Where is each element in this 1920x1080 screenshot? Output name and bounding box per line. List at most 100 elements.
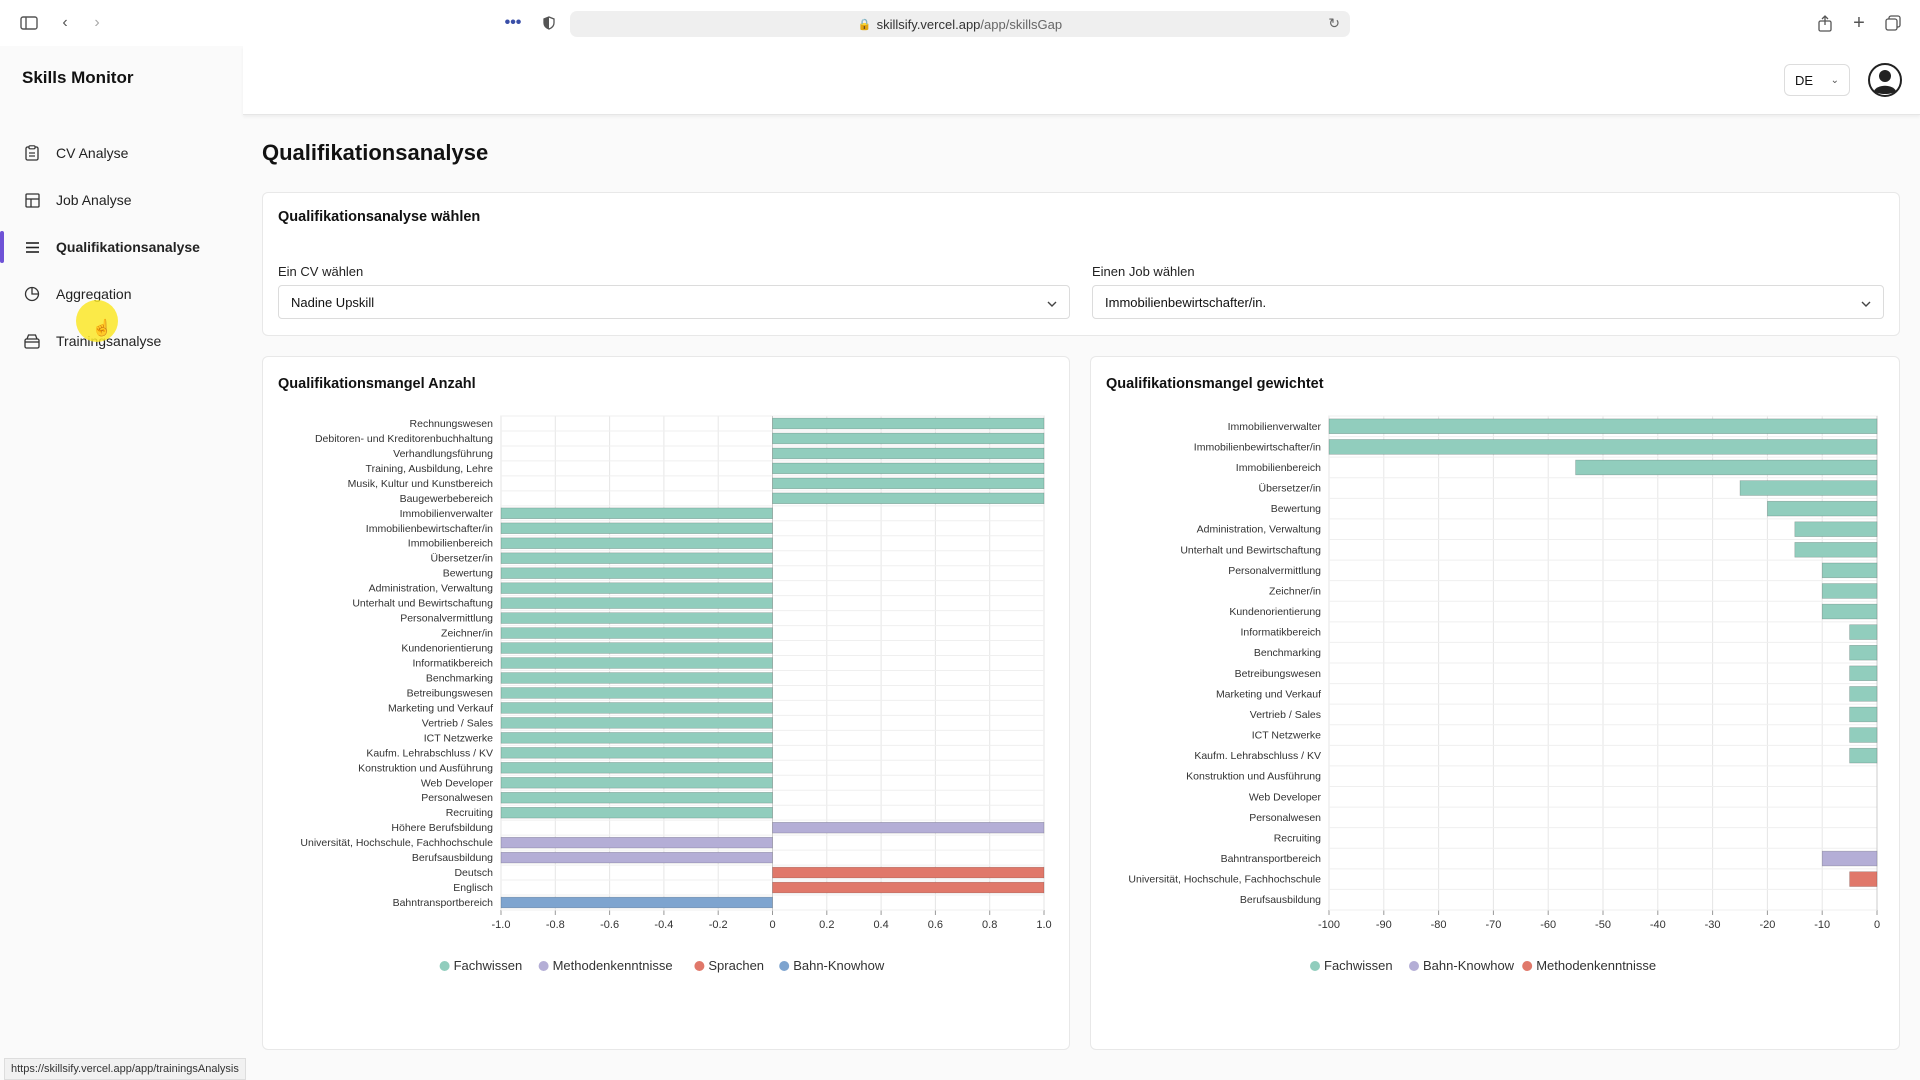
- y-tick-label-berufsausbildung: Berufsausbildung: [1240, 894, 1321, 906]
- y-tick-label-deutsch: Deutsch: [454, 867, 493, 879]
- y-tick-label-konstruktion-und-ausführung: Konstruktion und Ausführung: [358, 762, 493, 774]
- y-tick-label-immobilienbewirtschafter-in: Immobilienbewirtschafter/in: [366, 523, 493, 535]
- y-tick-label-musik-kultur-und-kunstbereich: Musik, Kultur und Kunstbereich: [348, 478, 493, 490]
- legend-marker-bahn-knowhow: [1409, 961, 1419, 971]
- bar-informatikbereich: [500, 657, 773, 669]
- legend-entry-sprachen: Sprachen: [708, 958, 764, 973]
- x-tick-label: -0.4: [654, 919, 673, 931]
- x-tick-label: 1.0: [1036, 919, 1051, 931]
- bar-informatikbereich: [1849, 624, 1878, 640]
- share-icon[interactable]: [1814, 12, 1836, 34]
- layout-icon: [23, 191, 41, 209]
- y-tick-label-rechnungswesen: Rechnungswesen: [410, 418, 494, 430]
- x-tick-label: -1.0: [492, 919, 511, 931]
- chart-anzahl: -1.0 -0.8 -0.6 -0.4 -0.2 0 0.2 0.4 0.6 0.8 1.0 Rech…: [300, 415, 1052, 973]
- y-tick-label-bewertung: Bewertung: [443, 568, 493, 580]
- bar-rechnungswesen: [772, 417, 1045, 430]
- bar-ict-netzwerke: [1849, 727, 1878, 743]
- y-tick-label-übersetzer-in: Übersetzer/in: [431, 553, 494, 565]
- selection-card-title: Qualifikationsanalyse wählen: [278, 209, 481, 225]
- sidebar-item-aggregation[interactable]: Aggregation: [0, 274, 243, 314]
- language-select[interactable]: DE ⌄: [1784, 64, 1850, 96]
- x-tick-label: 0: [1874, 919, 1880, 931]
- url-path: /app/skillsGap: [980, 16, 1063, 32]
- y-tick-label-training-ausbildung-lehre: Training, Ausbildung, Lehre: [366, 463, 494, 475]
- bar-bewertung: [1767, 500, 1878, 517]
- y-tick-label-englisch: Englisch: [453, 882, 493, 894]
- sidebar-item-trainingsanalyse[interactable]: Trainingsanalyse: [0, 321, 243, 361]
- bar-immobilienbewirtschafter-in: [500, 522, 773, 534]
- x-tick-label: -40: [1650, 919, 1666, 931]
- legend-marker-sprachen: [694, 961, 705, 971]
- y-tick-label-benchmarking: Benchmarking: [426, 672, 493, 684]
- chart-legend: Fachwissen Bahn-Knowhow Methodenkenntnisse: [1310, 958, 1656, 973]
- legend-entry-methodenkenntnisse: Methodenkenntnisse: [1536, 958, 1656, 973]
- x-tick-label: -70: [1485, 919, 1501, 931]
- y-tick-label-universität-hochschule-fachhochschule: Universität, Hochschule, Fachhochschule: [1128, 874, 1321, 886]
- bar-immobilienverwalter: [500, 507, 773, 519]
- legend-marker-methodenkenntnisse: [1522, 961, 1533, 971]
- bar-immobilienverwalter: [1328, 418, 1878, 435]
- sidebar-item-job-analyse[interactable]: Job Analyse: [0, 180, 243, 220]
- bar-personalvermittlung: [500, 612, 773, 624]
- pointer-hand-icon: ☝: [92, 320, 112, 337]
- extensions-icon[interactable]: •••: [504, 14, 522, 31]
- back-icon[interactable]: ‹: [62, 14, 68, 31]
- bar-unterhalt-und-bewirtschaftung: [1794, 542, 1878, 558]
- y-tick-label-unterhalt-und-bewirtschaftung: Unterhalt und Bewirtschaftung: [1180, 544, 1321, 556]
- x-tick-label: 0.6: [928, 919, 943, 931]
- sidebar-item-label: Qualifikationsanalyse: [56, 239, 200, 255]
- x-tick-label: -20: [1759, 919, 1775, 931]
- chart-gewichtet: -100 -90 -80 -70 -60 -50 -40 -30 -20 -10 0Immobili…: [1128, 415, 1880, 973]
- y-tick-label-ict-netzwerke: ICT Netzwerke: [1252, 730, 1321, 742]
- x-tick-label: -80: [1431, 919, 1447, 931]
- x-tick-label: -50: [1595, 919, 1611, 931]
- bar-bahntransportbereich: [500, 896, 773, 909]
- bar-konstruktion-und-ausführung: [500, 762, 773, 774]
- chevron-down-icon: [1047, 295, 1057, 310]
- sidebar-toggle-icon[interactable]: [18, 12, 40, 34]
- avatar[interactable]: [1868, 63, 1902, 97]
- x-tick-label: 0.2: [819, 919, 834, 931]
- chart-legend: Fachwissen Methodenkenntnisse Sprachen Bahn…: [439, 958, 885, 973]
- bar-immobilienbereich: [1575, 459, 1878, 476]
- bar-berufsausbildung: [500, 851, 773, 864]
- bar-marketing-und-verkauf: [500, 702, 773, 714]
- sidebar: Skills Monitor CV Analyse Job Analyse Qu…: [0, 46, 243, 1080]
- y-tick-label-immobilienverwalter: Immobilienverwalter: [400, 508, 494, 520]
- bar-bewertung: [500, 567, 773, 579]
- legend-marker-bahn-knowhow: [779, 961, 790, 971]
- y-tick-label-zeichner-in: Zeichner/in: [1269, 585, 1321, 597]
- legend-marker-methodenkenntnisse: [538, 961, 549, 971]
- y-tick-label-personalwesen: Personalwesen: [421, 792, 493, 804]
- y-tick-label-administration-verwaltung: Administration, Verwaltung: [1197, 524, 1321, 536]
- y-tick-label-kundenorientierung: Kundenorientierung: [1229, 606, 1321, 618]
- new-tab-icon[interactable]: +: [1853, 11, 1865, 34]
- box-icon: [23, 332, 41, 350]
- privacy-shield-icon[interactable]: [538, 12, 560, 34]
- forward-icon[interactable]: ›: [94, 14, 100, 31]
- job-select[interactable]: Immobilienbewirtschafter/in.: [1092, 285, 1884, 319]
- reload-icon[interactable]: ↻: [1328, 15, 1340, 31]
- tab-overview-icon[interactable]: [1882, 12, 1904, 34]
- y-tick-label-marketing-und-verkauf: Marketing und Verkauf: [388, 702, 493, 714]
- sidebar-item-qualifikationsanalyse[interactable]: Qualifikationsanalyse: [0, 227, 243, 267]
- cv-select[interactable]: Nadine Upskill: [278, 285, 1070, 319]
- y-tick-label-ict-netzwerke: ICT Netzwerke: [424, 732, 493, 744]
- app-title: Skills Monitor: [22, 68, 134, 87]
- x-tick-label: 0: [769, 919, 775, 931]
- x-tick-label: -0.8: [546, 919, 565, 931]
- y-tick-label-bahntransportbereich: Bahntransportbereich: [393, 897, 494, 909]
- sidebar-item-cv-analyse[interactable]: CV Analyse: [0, 133, 243, 173]
- address-bar[interactable]: 🔒 skillsify.vercel.app/app/skillsGap ↻: [570, 11, 1350, 37]
- y-tick-label-bewertung: Bewertung: [1271, 503, 1321, 515]
- lock-icon: 🔒: [857, 18, 872, 31]
- y-tick-label-betreibungswesen: Betreibungswesen: [407, 687, 494, 699]
- bar-marketing-und-verkauf: [1849, 686, 1878, 702]
- x-tick-label: -0.2: [709, 919, 728, 931]
- bar-englisch: [772, 881, 1045, 894]
- y-tick-label-immobilienverwalter: Immobilienverwalter: [1228, 421, 1322, 433]
- y-tick-label-informatikbereich: Informatikbereich: [412, 658, 493, 670]
- y-tick-label-marketing-und-verkauf: Marketing und Verkauf: [1216, 688, 1321, 700]
- y-tick-label-benchmarking: Benchmarking: [1254, 647, 1321, 659]
